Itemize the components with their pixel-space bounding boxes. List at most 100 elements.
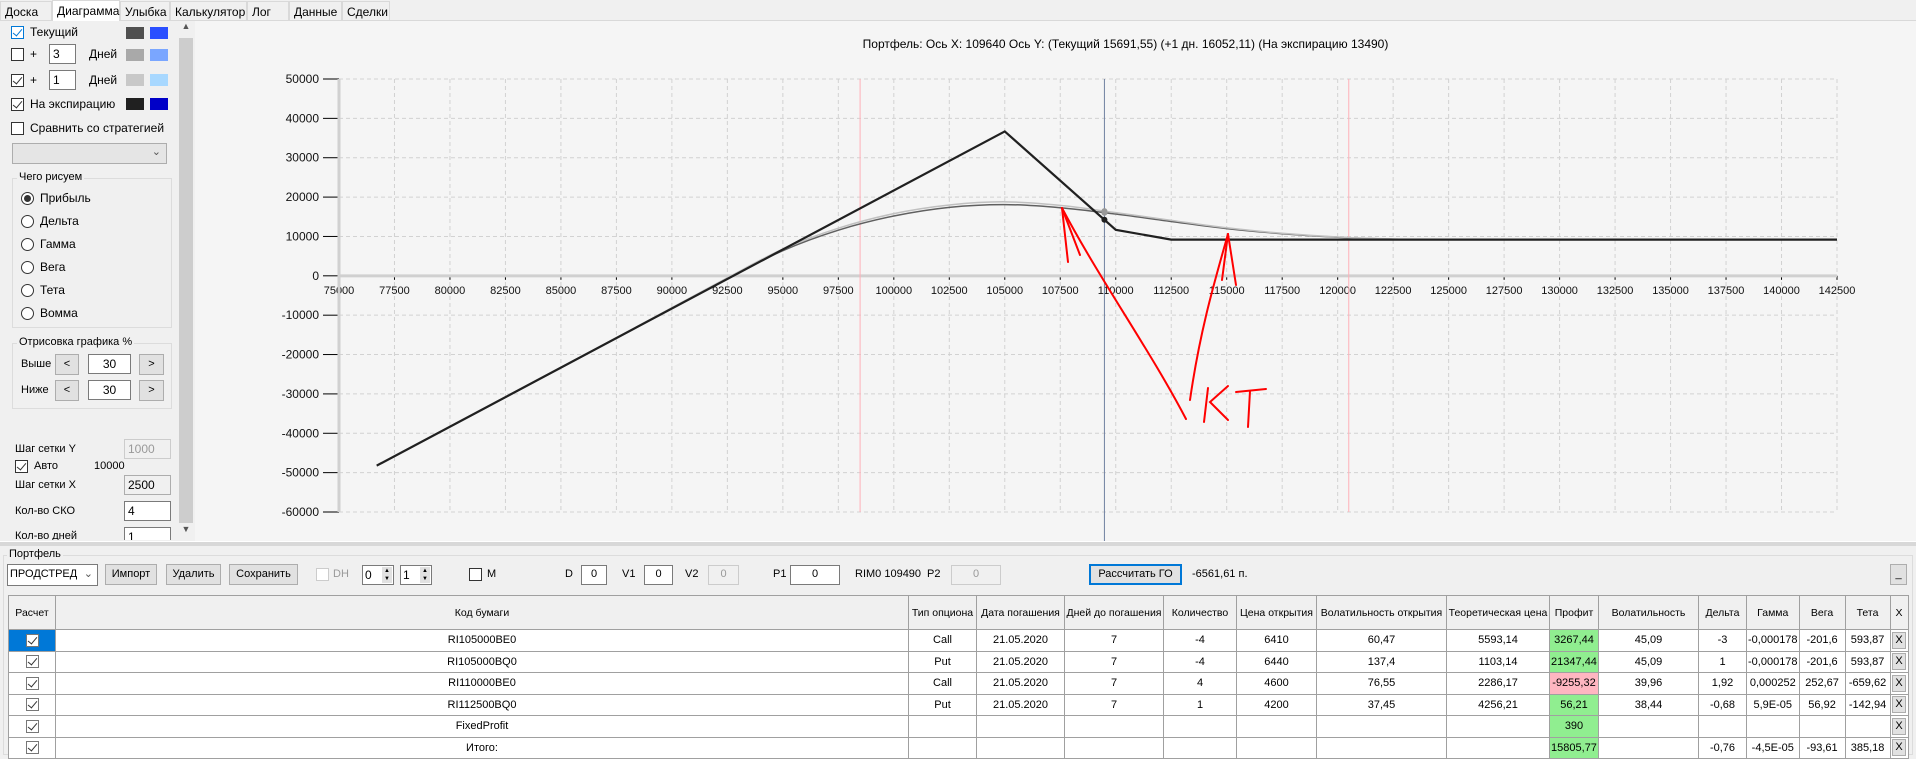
remove-row-button[interactable]: X	[1892, 739, 1907, 757]
calc-cell[interactable]	[8, 715, 56, 738]
splitter[interactable]	[0, 541, 1916, 546]
tab-log[interactable]: Лог	[247, 1, 289, 20]
below-decrease-button[interactable]: <	[55, 380, 79, 401]
table-row[interactable]: Итого: 15805,77 -0,76 -4,5E-05 -93,61 385,18 X	[8, 736, 1909, 759]
spinner-2[interactable]: 1 ▲ ▼	[400, 565, 432, 585]
calc-cell[interactable]	[8, 650, 56, 673]
calc-checkbox[interactable]	[25, 655, 39, 669]
column-header[interactable]: Теоретическая цена	[1446, 595, 1550, 630]
expiration-checkbox[interactable]	[11, 98, 24, 111]
spinner-1[interactable]: 0 ▲ ▼	[362, 565, 394, 585]
below-increase-button[interactable]: >	[139, 380, 164, 401]
column-header[interactable]: Волатильность открытия	[1316, 595, 1447, 630]
column-header[interactable]: Гамма	[1746, 595, 1800, 630]
above-decrease-button[interactable]: <	[55, 354, 79, 375]
tab-data[interactable]: Данные	[289, 1, 342, 20]
spinner-arrows-icon[interactable]: ▲ ▼	[420, 567, 430, 583]
plus1-color-swatch[interactable]	[126, 74, 144, 86]
column-header[interactable]: X	[1889, 595, 1909, 630]
column-header[interactable]: Расчет	[8, 595, 56, 630]
radio-vomma[interactable]	[21, 307, 34, 320]
plus1-days-input[interactable]: 1	[49, 70, 76, 90]
d-input[interactable]: 0	[581, 565, 607, 585]
calc-checkbox[interactable]	[25, 719, 39, 733]
calc-checkbox[interactable]	[25, 741, 39, 755]
dh-checkbox[interactable]	[316, 568, 329, 581]
remove-row-button[interactable]: X	[1892, 631, 1907, 649]
strategy-select[interactable]: ⌄	[12, 143, 167, 164]
plus3-color-swatch[interactable]	[126, 49, 144, 61]
days-count-input[interactable]: 1	[124, 527, 171, 540]
expiration-color-swatch-alt[interactable]	[150, 98, 168, 110]
below-input[interactable]: 30	[88, 380, 131, 400]
calc-checkbox[interactable]	[25, 698, 39, 712]
current-color-swatch[interactable]	[126, 27, 144, 39]
scroll-up-icon[interactable]: ▲	[181, 21, 191, 31]
sko-input[interactable]: 4	[124, 501, 171, 521]
scrollbar-thumb[interactable]	[179, 38, 193, 523]
expiration-color-swatch[interactable]	[126, 98, 144, 110]
column-header[interactable]: Тета	[1844, 595, 1891, 630]
radio-vega[interactable]	[21, 261, 34, 274]
table-row[interactable]: RI112500BQ0 Put 21.05.2020 7 1 4200 37,45 4256,…	[8, 693, 1909, 716]
delete-button[interactable]: Удалить	[166, 564, 221, 585]
p1-input[interactable]: 0	[790, 565, 840, 585]
plus3-checkbox[interactable]	[11, 48, 24, 61]
calc-cell[interactable]	[8, 629, 56, 652]
strategy-dropdown[interactable]: ПРОДСТРЕД ⌄	[7, 564, 98, 586]
minimize-button[interactable]: _	[1890, 564, 1907, 585]
compare-checkbox[interactable]	[11, 122, 24, 135]
radio-profit[interactable]	[21, 192, 34, 205]
v2-input[interactable]: 0	[708, 565, 739, 585]
column-header[interactable]: Вега	[1798, 595, 1846, 630]
calculate-go-button[interactable]: Рассчитать ГО	[1089, 564, 1182, 585]
scroll-down-icon[interactable]: ▼	[181, 524, 191, 534]
radio-theta[interactable]	[21, 284, 34, 297]
plus1-color-swatch-alt[interactable]	[150, 74, 168, 86]
plus1-checkbox[interactable]	[11, 74, 24, 87]
column-header[interactable]: Профит	[1549, 595, 1599, 630]
tab-smile[interactable]: Улыбка	[120, 1, 170, 20]
table-row[interactable]: RI105000BE0 Call 21.05.2020 7 -4 6410 60,47 559…	[8, 629, 1909, 652]
remove-row-button[interactable]: X	[1892, 674, 1907, 692]
table-row[interactable]: RI105000BQ0 Put 21.05.2020 7 -4 6440 137,4 1103…	[8, 650, 1909, 673]
m-checkbox[interactable]	[469, 568, 482, 581]
column-header[interactable]: Дата погашения	[976, 595, 1065, 630]
current-color-swatch-alt[interactable]	[150, 27, 168, 39]
left-scrollbar[interactable]: ▲ ▼	[178, 21, 194, 540]
remove-row-button[interactable]: X	[1892, 653, 1907, 671]
tab-calculator[interactable]: Калькулятор	[170, 1, 247, 20]
calc-checkbox[interactable]	[25, 633, 39, 647]
import-button[interactable]: Импорт	[105, 564, 157, 585]
calc-cell[interactable]	[8, 672, 56, 695]
current-checkbox[interactable]	[11, 26, 24, 39]
grid-y-input[interactable]: 1000	[124, 439, 171, 459]
table-row[interactable]: FixedProfit 390 X	[8, 715, 1909, 738]
remove-row-button[interactable]: X	[1892, 717, 1907, 735]
column-header[interactable]: Волатильность	[1598, 595, 1699, 630]
v1-input[interactable]: 0	[644, 565, 673, 585]
spinner-arrows-icon[interactable]: ▲ ▼	[382, 567, 392, 583]
column-header[interactable]: Дней до погашения	[1064, 595, 1164, 630]
calc-checkbox[interactable]	[25, 676, 39, 690]
radio-gamma[interactable]	[21, 238, 34, 251]
column-header[interactable]: Тип опциона	[908, 595, 977, 630]
tab-board[interactable]: Доска	[0, 1, 52, 20]
above-input[interactable]: 30	[88, 354, 131, 374]
p2-input[interactable]: 0	[951, 565, 1001, 585]
profit-chart[interactable]: 7500077500800008250085000875009000092500…	[0, 0, 1916, 545]
plus3-days-input[interactable]: 3	[49, 44, 76, 64]
tab-diagram[interactable]: Диаграмма	[52, 0, 120, 21]
save-button[interactable]: Сохранить	[229, 564, 298, 585]
tab-deals[interactable]: Сделки	[342, 1, 390, 20]
calc-cell[interactable]	[8, 693, 56, 716]
table-row[interactable]: RI110000BE0 Call 21.05.2020 7 4 4600 76,55 2286…	[8, 672, 1909, 695]
column-header[interactable]: Цена открытия	[1236, 595, 1317, 630]
above-increase-button[interactable]: >	[139, 354, 164, 375]
radio-delta[interactable]	[21, 215, 34, 228]
column-header[interactable]: Дельта	[1698, 595, 1747, 630]
auto-checkbox[interactable]	[15, 460, 28, 473]
plus3-color-swatch-alt[interactable]	[150, 49, 168, 61]
calc-cell[interactable]	[8, 736, 56, 759]
column-header[interactable]: Код бумаги	[55, 595, 909, 630]
